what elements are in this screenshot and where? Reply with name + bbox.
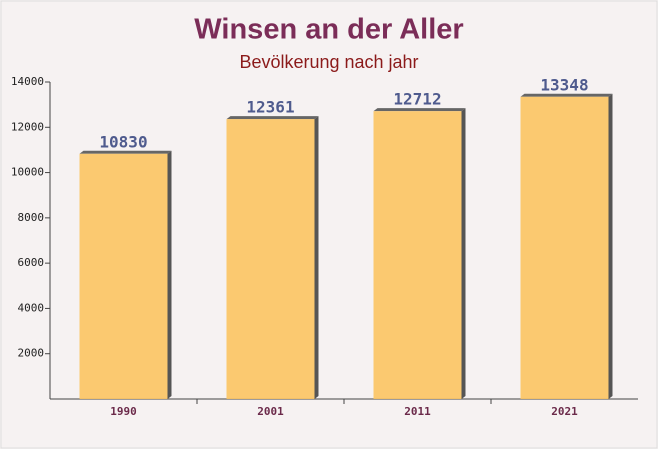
value-label: 10830	[99, 132, 147, 151]
bar-shadow	[167, 150, 172, 399]
y-tick-label: 4000	[18, 301, 45, 314]
bar-shadow-top	[226, 116, 319, 120]
x-tick-label: 1990	[110, 405, 137, 418]
value-label: 13348	[540, 75, 588, 94]
y-tick-label: 2000	[18, 347, 45, 360]
x-tick-label: 2011	[404, 405, 431, 418]
bar-shadow-top	[373, 108, 466, 112]
x-tick-label: 2021	[551, 405, 578, 418]
bar	[373, 111, 462, 399]
bar	[520, 96, 609, 399]
bar-shadow	[314, 116, 319, 400]
bar	[79, 153, 168, 399]
chart-title: Winsen an der Aller	[194, 14, 463, 46]
y-tick-label: 8000	[18, 211, 45, 224]
y-tick-label: 14000	[11, 75, 44, 88]
bar	[226, 119, 315, 400]
chart-subtitle: Bevölkerung nach jahr	[239, 52, 418, 72]
value-label: 12712	[393, 90, 441, 109]
bar-shadow-top	[520, 93, 613, 97]
y-tick-label: 12000	[11, 120, 44, 133]
bar-shadow-top	[79, 150, 172, 154]
x-tick-label: 2001	[257, 405, 284, 418]
bar-shadow	[461, 108, 466, 399]
y-tick-label: 10000	[11, 166, 44, 179]
value-label: 12361	[246, 98, 294, 117]
bar-shadow	[608, 93, 613, 399]
y-tick-label: 6000	[18, 256, 45, 269]
